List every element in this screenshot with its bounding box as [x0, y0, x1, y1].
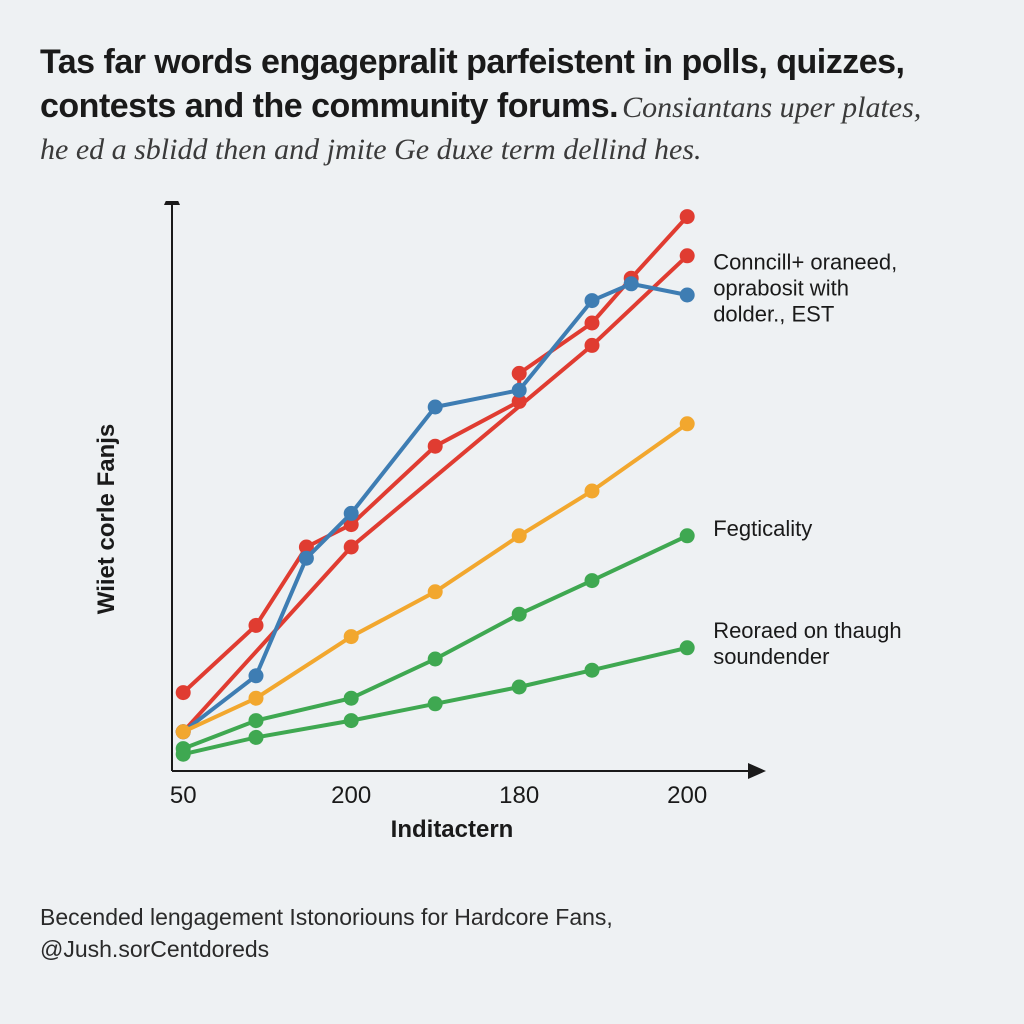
x-axis-title: Inditactern [391, 816, 514, 843]
title-block: Tas far words engagepralit parfeistent i… [40, 40, 940, 171]
series-marker-green-lower [249, 731, 263, 745]
series-marker-green-lower [428, 697, 442, 711]
footer-line-2: @Jush.sorCentdoreds [40, 933, 984, 965]
series-label-green-upper: Fegticality [713, 516, 812, 541]
series-marker-red [585, 316, 599, 330]
series-marker-red2 [585, 339, 599, 353]
y-axis-arrow [164, 201, 180, 205]
x-tick-label: 200 [667, 782, 707, 809]
series-marker-red [176, 686, 190, 700]
y-axis-title: Wiiet corle Fanjs [93, 424, 120, 615]
series-marker-red2 [680, 249, 694, 263]
series-marker-green-lower [344, 714, 358, 728]
series-marker-red [680, 210, 694, 224]
series-marker-red [428, 439, 442, 453]
series-marker-red2 [344, 540, 358, 554]
series-label-green-lower: Reoraed on thaugh [713, 618, 901, 643]
series-marker-orange [428, 585, 442, 599]
series-marker-green-upper [428, 652, 442, 666]
series-line-orange [183, 424, 687, 732]
series-marker-blue [249, 669, 263, 683]
series-marker-orange [249, 691, 263, 705]
series-marker-green-upper [249, 714, 263, 728]
series-marker-orange [512, 529, 526, 543]
series-label-blue: Conncill+ oraneed, [713, 250, 897, 275]
series-marker-green-upper [680, 529, 694, 543]
x-tick-label: 180 [499, 782, 539, 809]
series-marker-green-upper [512, 607, 526, 621]
series-label-blue: dolder., EST [713, 302, 834, 327]
x-tick-label: 200 [331, 782, 371, 809]
line-chart: 50 200 180 200 Inditactern Wiiet corle Fanjs C… [52, 201, 972, 881]
x-axis-arrow [748, 763, 766, 779]
series-marker-blue [680, 288, 694, 302]
series-marker-orange [680, 417, 694, 431]
series-label-blue: oprabosit with [713, 276, 849, 301]
series-marker-green-upper [585, 574, 599, 588]
x-tick-label: 50 [170, 782, 197, 809]
series-marker-blue [624, 277, 638, 291]
series-marker-blue [428, 400, 442, 414]
series-marker-green-lower [680, 641, 694, 655]
series-marker-blue [585, 294, 599, 308]
series-marker-red [249, 619, 263, 633]
chart-svg: 50 200 180 200 Inditactern Wiiet corle Fanjs C… [52, 201, 972, 881]
series-marker-green-lower [176, 747, 190, 761]
footer-line-1: Becended lengagement Istonoriouns for Ha… [40, 901, 984, 933]
series-marker-orange [585, 484, 599, 498]
series-marker-blue [512, 383, 526, 397]
series-label-green-lower: soundender [713, 644, 829, 669]
series-marker-blue [344, 507, 358, 521]
footer-attribution: Becended lengagement Istonoriouns for Ha… [40, 901, 984, 965]
series-marker-green-lower [585, 663, 599, 677]
series-marker-orange [344, 630, 358, 644]
series-marker-green-upper [344, 691, 358, 705]
series-marker-red [512, 367, 526, 381]
series-marker-blue [299, 551, 313, 565]
series-marker-orange [176, 725, 190, 739]
series-marker-green-lower [512, 680, 526, 694]
